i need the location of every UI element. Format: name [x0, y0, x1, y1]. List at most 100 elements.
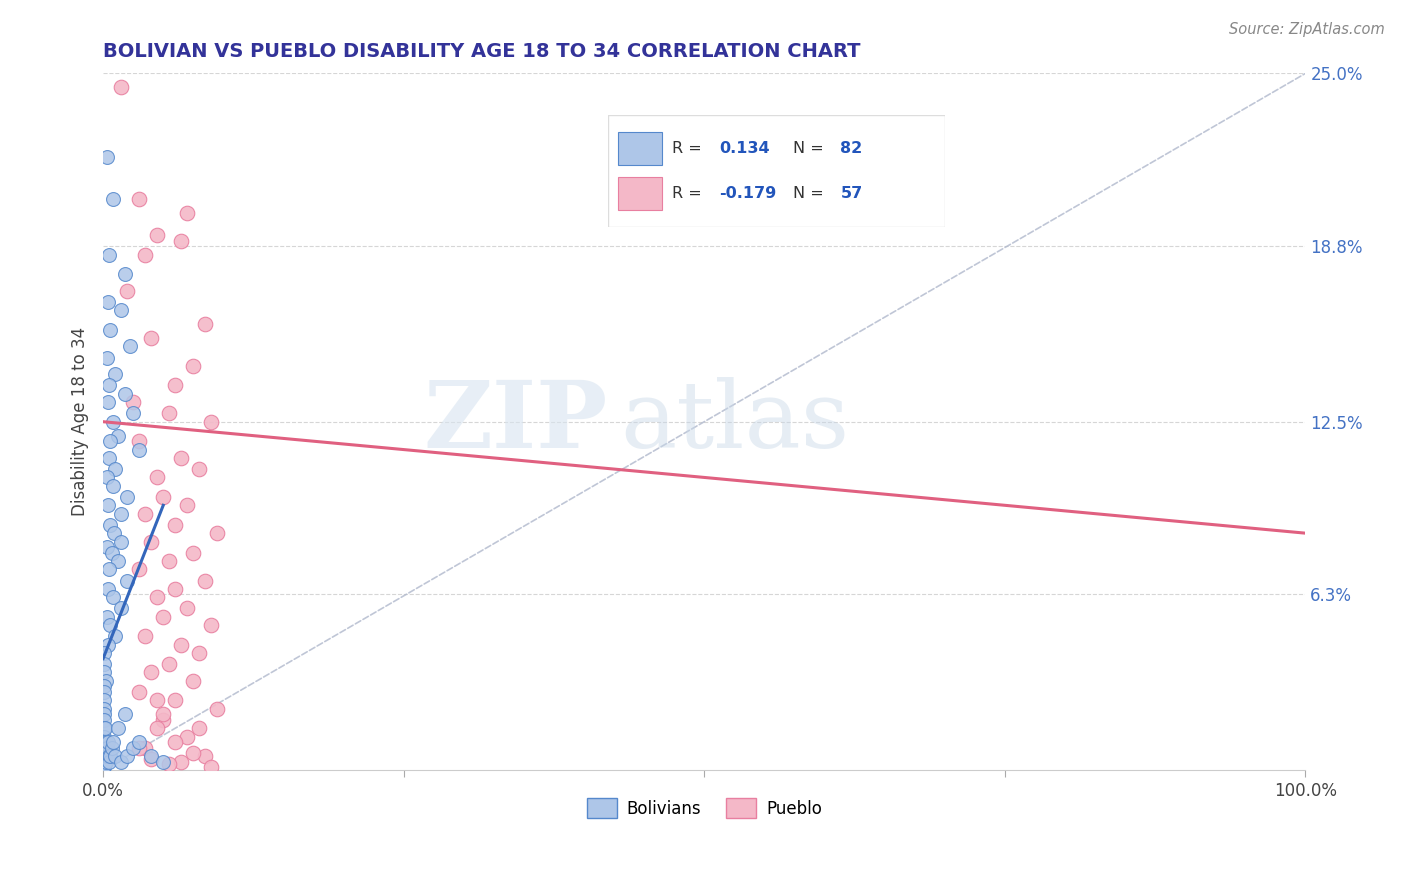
Point: [194, 749, 217, 764]
Point: [181, 546, 204, 560]
Point: [176, 498, 198, 512]
Point: [181, 673, 204, 688]
Point: [176, 601, 198, 615]
Point: [93, 760, 115, 774]
Point: [128, 740, 150, 755]
Point: [93, 749, 115, 764]
Point: [96, 470, 118, 484]
Point: [128, 735, 150, 749]
Point: [152, 707, 174, 722]
Point: [134, 507, 156, 521]
Point: [122, 395, 145, 409]
Y-axis label: Disability Age 18 to 34: Disability Age 18 to 34: [72, 327, 89, 516]
Point: [114, 267, 136, 281]
Point: [141, 749, 163, 764]
Point: [93, 646, 115, 660]
Point: [103, 526, 125, 541]
Point: [97, 498, 120, 512]
Point: [104, 368, 127, 382]
Point: [93, 680, 115, 694]
Point: [128, 685, 150, 699]
Point: [98, 517, 121, 532]
Point: [128, 192, 150, 206]
Point: [152, 609, 174, 624]
Point: [93, 757, 115, 772]
Text: atlas: atlas: [620, 376, 849, 467]
Point: [107, 721, 129, 735]
Point: [101, 591, 124, 605]
Point: [114, 707, 136, 722]
Point: [128, 434, 150, 449]
Point: [93, 730, 115, 744]
Point: [96, 749, 118, 764]
Point: [118, 339, 141, 353]
Point: [141, 331, 163, 345]
Point: [134, 247, 156, 261]
Point: [146, 721, 169, 735]
Point: [110, 80, 132, 95]
Point: [207, 702, 229, 716]
Point: [188, 721, 211, 735]
Point: [115, 284, 138, 298]
Point: [110, 507, 132, 521]
Point: [94, 740, 117, 755]
Text: BOLIVIAN VS PUEBLO DISABILITY AGE 18 TO 34 CORRELATION CHART: BOLIVIAN VS PUEBLO DISABILITY AGE 18 TO …: [103, 42, 860, 61]
Point: [128, 562, 150, 576]
Point: [122, 740, 145, 755]
Point: [134, 629, 156, 643]
Text: ZIP: ZIP: [423, 376, 607, 467]
Point: [170, 755, 193, 769]
Point: [96, 150, 118, 164]
Point: [165, 735, 187, 749]
Point: [93, 665, 115, 680]
Point: [194, 574, 217, 588]
Point: [141, 534, 163, 549]
Point: [107, 554, 129, 568]
Point: [96, 540, 118, 554]
Point: [165, 582, 187, 596]
Point: [101, 415, 124, 429]
Point: [100, 546, 122, 560]
Point: [104, 749, 127, 764]
Point: [115, 490, 138, 504]
Point: [200, 760, 222, 774]
Point: [146, 470, 169, 484]
Point: [157, 554, 180, 568]
Point: [93, 657, 115, 672]
Point: [96, 609, 118, 624]
Point: [94, 721, 117, 735]
Point: [146, 591, 169, 605]
Point: [170, 638, 193, 652]
Point: [93, 735, 115, 749]
Point: [93, 707, 115, 722]
Point: [110, 303, 132, 318]
Point: [152, 755, 174, 769]
Point: [165, 378, 187, 392]
Point: [194, 317, 217, 331]
Point: [110, 755, 132, 769]
Point: [98, 450, 121, 465]
Point: [104, 629, 127, 643]
Point: [157, 757, 180, 772]
Point: [101, 735, 124, 749]
Text: Source: ZipAtlas.com: Source: ZipAtlas.com: [1229, 22, 1385, 37]
Point: [141, 752, 163, 766]
Point: [97, 294, 120, 309]
Point: [110, 601, 132, 615]
Point: [98, 247, 121, 261]
Point: [98, 562, 121, 576]
Point: [104, 462, 127, 476]
Point: [200, 415, 222, 429]
Point: [110, 534, 132, 549]
Point: [176, 730, 198, 744]
Point: [100, 740, 122, 755]
Point: [96, 351, 118, 365]
Point: [146, 693, 169, 707]
Point: [141, 665, 163, 680]
Point: [101, 479, 124, 493]
Point: [96, 740, 118, 755]
Point: [97, 638, 120, 652]
Point: [94, 673, 117, 688]
Point: [188, 646, 211, 660]
Point: [152, 713, 174, 727]
